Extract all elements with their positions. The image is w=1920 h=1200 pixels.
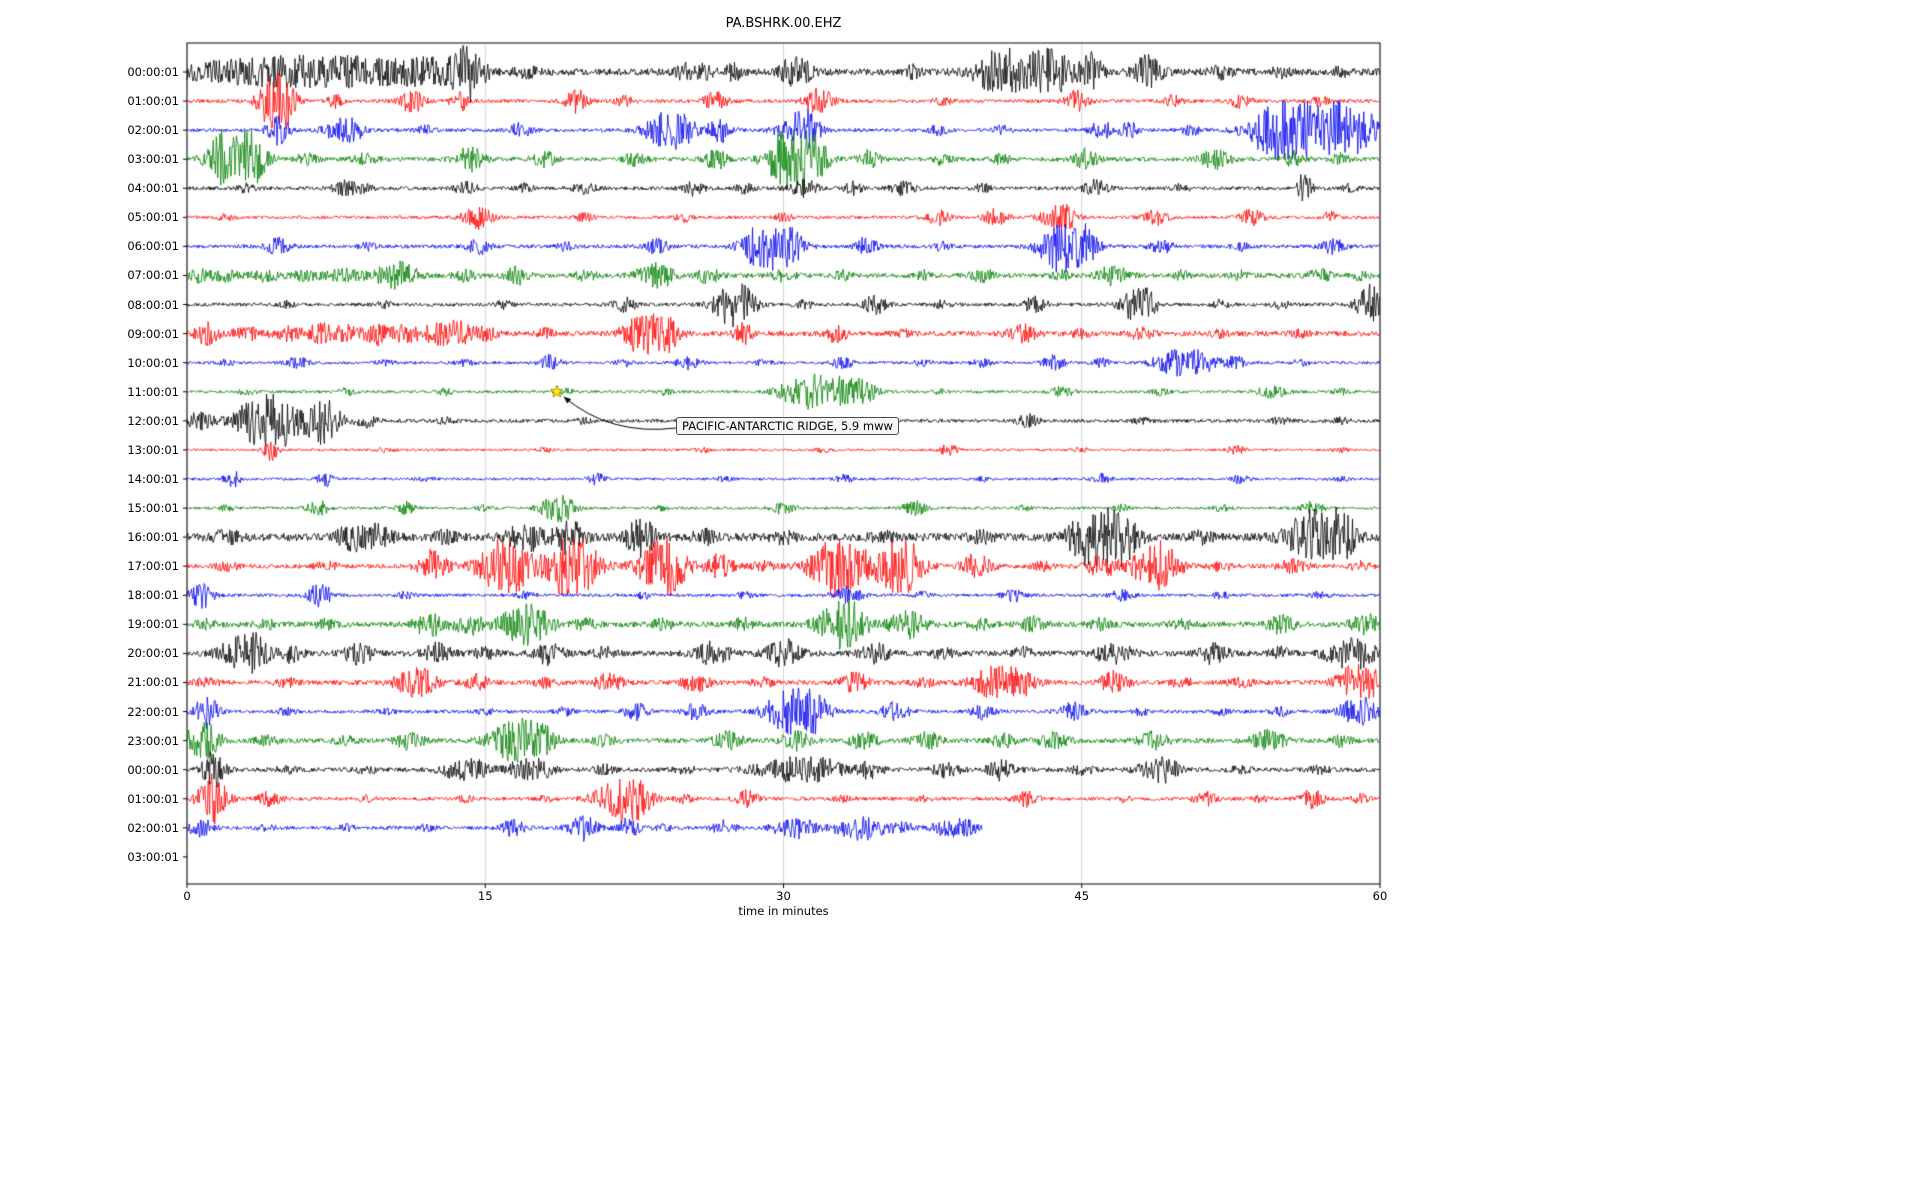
y-axis-label: 00:00:01 bbox=[127, 762, 179, 777]
y-axis-label: 08:00:01 bbox=[127, 297, 179, 312]
y-axis-label: 04:00:01 bbox=[127, 181, 179, 196]
y-axis-label: 09:00:01 bbox=[127, 326, 179, 341]
y-axis-label: 15:00:01 bbox=[127, 501, 179, 516]
x-axis-tick-label: 15 bbox=[477, 889, 493, 903]
y-axis-label: 11:00:01 bbox=[127, 384, 179, 399]
y-axis-label: 05:00:01 bbox=[127, 210, 179, 225]
y-axis-label: 19:00:01 bbox=[127, 617, 179, 632]
y-axis-label: 06:00:01 bbox=[127, 239, 179, 254]
y-axis-label: 01:00:01 bbox=[127, 94, 179, 109]
y-axis-label: 12:00:01 bbox=[127, 413, 179, 428]
y-axis-label: 13:00:01 bbox=[127, 442, 179, 457]
y-axis-label: 22:00:01 bbox=[127, 704, 179, 719]
y-axis-label: 21:00:01 bbox=[127, 675, 179, 690]
x-axis-tick-label: 45 bbox=[1074, 889, 1090, 903]
y-axis-label: 20:00:01 bbox=[127, 646, 179, 661]
x-axis-label: time in minutes bbox=[738, 904, 829, 918]
chart-title: PA.BSHRK.00.EHZ bbox=[725, 16, 842, 31]
event-annotation-label: PACIFIC-ANTARCTIC RIDGE, 5.9 mww bbox=[676, 417, 899, 435]
y-axis-label: 03:00:01 bbox=[127, 152, 179, 167]
y-axis-label: 00:00:01 bbox=[127, 65, 179, 79]
y-axis-label: 01:00:01 bbox=[127, 791, 179, 806]
y-axis-label: 07:00:01 bbox=[127, 268, 179, 283]
y-axis-label: 23:00:01 bbox=[127, 733, 179, 748]
y-axis-label: 18:00:01 bbox=[127, 588, 179, 603]
y-axis-label: 10:00:01 bbox=[127, 355, 179, 370]
y-axis-label: 03:00:01 bbox=[127, 849, 179, 864]
x-axis-tick-label: 30 bbox=[776, 889, 791, 903]
x-axis-tick-label: 0 bbox=[183, 889, 191, 903]
x-axis-tick-label: 60 bbox=[1372, 889, 1388, 903]
y-axis-label: 14:00:01 bbox=[127, 471, 179, 486]
y-axis-label: 16:00:01 bbox=[127, 530, 179, 545]
y-axis-label: 17:00:01 bbox=[127, 559, 179, 574]
y-axis-label: 02:00:01 bbox=[127, 820, 179, 835]
y-axis-label: 02:00:01 bbox=[127, 123, 179, 138]
